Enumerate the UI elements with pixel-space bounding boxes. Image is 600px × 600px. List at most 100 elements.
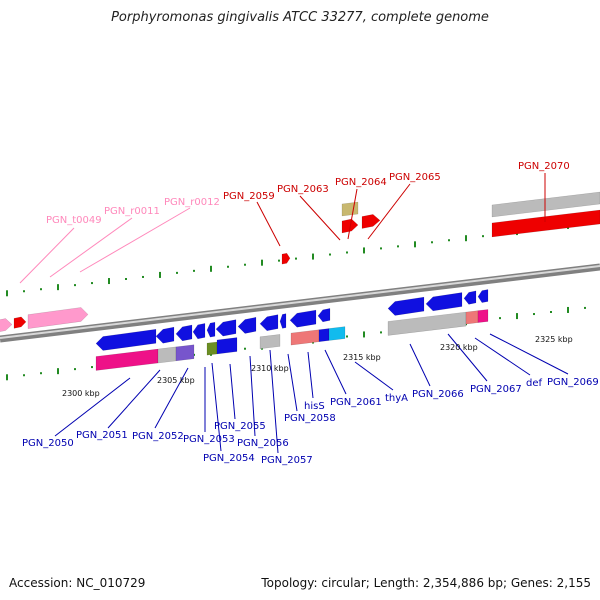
reverse-gene-label: PGN_2055	[214, 421, 266, 432]
forward-tick	[23, 290, 25, 293]
reverse-gene	[192, 323, 206, 340]
forward-gene-label: PGN_2059	[223, 191, 275, 202]
reverse-gene-label-leader	[229, 363, 236, 420]
reverse-hit	[387, 311, 467, 336]
reverse-gene-label-leader	[324, 349, 347, 395]
reverse-gene-label-leader	[354, 361, 394, 391]
reverse-gene	[289, 309, 317, 328]
scale-label: 2310 kbp	[251, 364, 289, 373]
forward-tick	[125, 278, 127, 280]
reverse-gene-label-leader	[54, 377, 131, 437]
reverse-tick	[380, 331, 382, 334]
forward-tick	[312, 253, 314, 260]
reverse-tick	[57, 368, 59, 375]
scale-label: 2305 kbp	[157, 376, 195, 385]
forward-tick	[210, 265, 212, 272]
reverse-gene-label: PGN_2056	[237, 438, 289, 449]
gene-labels: 2300 kbp 2305 kbp 2310 kbp 2315 kbp 2320 kbp…	[22, 161, 599, 466]
reverse-gene-label-leader	[474, 337, 531, 376]
rna-gene	[27, 307, 89, 329]
forward-tick	[346, 251, 348, 254]
reverse-gene-label: PGN_2061	[330, 397, 382, 408]
reverse-gene	[215, 319, 237, 337]
reverse-gene-label-leader	[287, 353, 298, 412]
gene-tracks	[0, 191, 600, 371]
forward-tick	[414, 241, 416, 248]
rna-gene-label: PGN_r0012	[164, 197, 220, 208]
forward-tick	[278, 259, 280, 262]
forward-tick	[74, 284, 76, 287]
forward-tick	[261, 259, 263, 266]
reverse-hit	[328, 326, 346, 341]
forward-tick	[176, 271, 178, 274]
backbone-highlight	[0, 265, 600, 339]
label-leader-lines	[19, 173, 569, 454]
reverse-tick	[533, 313, 535, 316]
reverse-hit	[477, 309, 489, 323]
forward-gene-label-leader	[256, 201, 281, 247]
reverse-hit	[175, 344, 195, 362]
forward-gene-label: PGN_2063	[277, 184, 329, 195]
reverse-gene-label-leader	[154, 367, 189, 429]
reverse-gene-label: def	[526, 378, 543, 389]
scale-label: 2320 kbp	[440, 343, 478, 352]
reverse-gene-label: PGN_2067	[470, 384, 522, 395]
reverse-gene-label-leader	[489, 333, 569, 375]
rna-gene-label-leader	[49, 217, 133, 278]
map-title: Porphyromonas gingivalis ATCC 33277, com…	[111, 10, 489, 25]
reverse-tick	[346, 335, 348, 338]
forward-gene-label: PGN_2065	[389, 172, 441, 183]
reverse-gene-label-leader	[107, 369, 161, 429]
reverse-gene	[237, 316, 257, 334]
genome-summary-text: Topology: circular; Length: 2,354,886 bp…	[261, 576, 591, 590]
forward-gene-label-leader	[347, 188, 358, 240]
reverse-gene-label-leader	[249, 355, 256, 437]
reverse-gene-label-leader	[409, 343, 431, 387]
forward-tick	[329, 253, 331, 256]
reverse-tick	[584, 306, 586, 309]
reverse-gene-label: PGN_2053	[183, 434, 235, 445]
reverse-hit	[157, 346, 177, 364]
forward-tick	[40, 288, 42, 291]
reverse-gene-label-leader	[447, 333, 488, 382]
genome-backbone	[0, 263, 600, 343]
forward-gene	[361, 214, 381, 229]
reverse-hit	[95, 348, 159, 371]
reverse-gene	[317, 308, 331, 323]
forward-tick	[295, 257, 297, 260]
reverse-hit	[465, 310, 479, 325]
forward-tick	[244, 263, 246, 266]
forward-gene	[491, 191, 600, 218]
forward-tick	[142, 275, 144, 278]
reverse-gene-label: PGN_2050	[22, 438, 74, 449]
reverse-tick	[6, 374, 8, 381]
rna-gene	[0, 318, 13, 332]
reverse-hit	[206, 341, 218, 356]
forward-gene	[341, 201, 359, 217]
reverse-gene	[155, 326, 175, 344]
rna-gene-label: PGN_r0011	[104, 206, 160, 217]
forward-tick	[159, 271, 161, 278]
reverse-tick	[244, 347, 246, 350]
reverse-gene	[95, 328, 157, 351]
reverse-gene	[259, 314, 279, 332]
reverse-gene-label: PGN_2066	[412, 389, 464, 400]
forward-tick	[227, 265, 229, 268]
reverse-gene	[425, 292, 463, 312]
reverse-tick	[499, 317, 501, 320]
forward-tick	[193, 269, 195, 272]
forward-gene-label: PGN_2070	[518, 161, 570, 172]
rna-gene-label-leader	[79, 207, 191, 273]
rna-gene-label: PGN_t0049	[46, 215, 102, 226]
forward-tick	[57, 284, 59, 291]
reverse-tick	[23, 374, 25, 377]
reverse-gene-label: hisS	[304, 401, 325, 412]
reverse-hit	[318, 328, 330, 343]
reverse-hit	[259, 334, 281, 350]
forward-gene-label: PGN_2064	[335, 177, 387, 188]
reverse-gene	[387, 296, 425, 316]
reverse-tick	[363, 331, 365, 338]
forward-tick	[397, 245, 399, 248]
reverse-gene-label: PGN_2054	[203, 453, 255, 464]
